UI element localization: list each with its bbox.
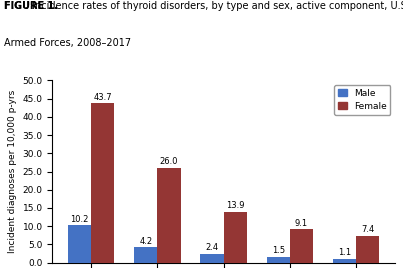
Text: 7.4: 7.4 [361,225,374,234]
Bar [224,212,247,263]
Text: 9.1: 9.1 [295,219,308,228]
Bar [290,229,313,263]
Text: Incidence rates of thyroid disorders, by type and sex, active component, U.S.: Incidence rates of thyroid disorders, by… [29,1,403,11]
Text: 13.9: 13.9 [226,201,245,210]
Legend: Male, Female: Male, Female [334,85,391,115]
Bar [200,254,224,263]
Text: 43.7: 43.7 [93,92,112,102]
Y-axis label: Incident diagnoses per 10,000 p-yrs: Incident diagnoses per 10,000 p-yrs [8,90,17,253]
Text: 4.2: 4.2 [139,236,152,245]
Bar [356,236,379,263]
Text: 1.1: 1.1 [338,248,351,257]
Bar [333,259,356,263]
Bar [267,257,290,263]
Text: 2.4: 2.4 [206,243,219,252]
Text: 26.0: 26.0 [160,157,178,166]
Bar [68,225,91,263]
Text: FIGURE 1.: FIGURE 1. [4,1,58,11]
Text: 1.5: 1.5 [272,246,285,255]
Bar [91,103,114,263]
Text: Armed Forces, 2008–2017: Armed Forces, 2008–2017 [4,38,131,47]
Text: FIGURE 1.: FIGURE 1. [4,1,58,11]
Bar [158,168,181,263]
Text: FIGURE 1. Incidence rates of thyroid disorders, by type and sex, active componen: FIGURE 1. Incidence rates of thyroid dis… [4,1,349,23]
Text: 10.2: 10.2 [71,215,89,224]
Bar [134,247,158,263]
